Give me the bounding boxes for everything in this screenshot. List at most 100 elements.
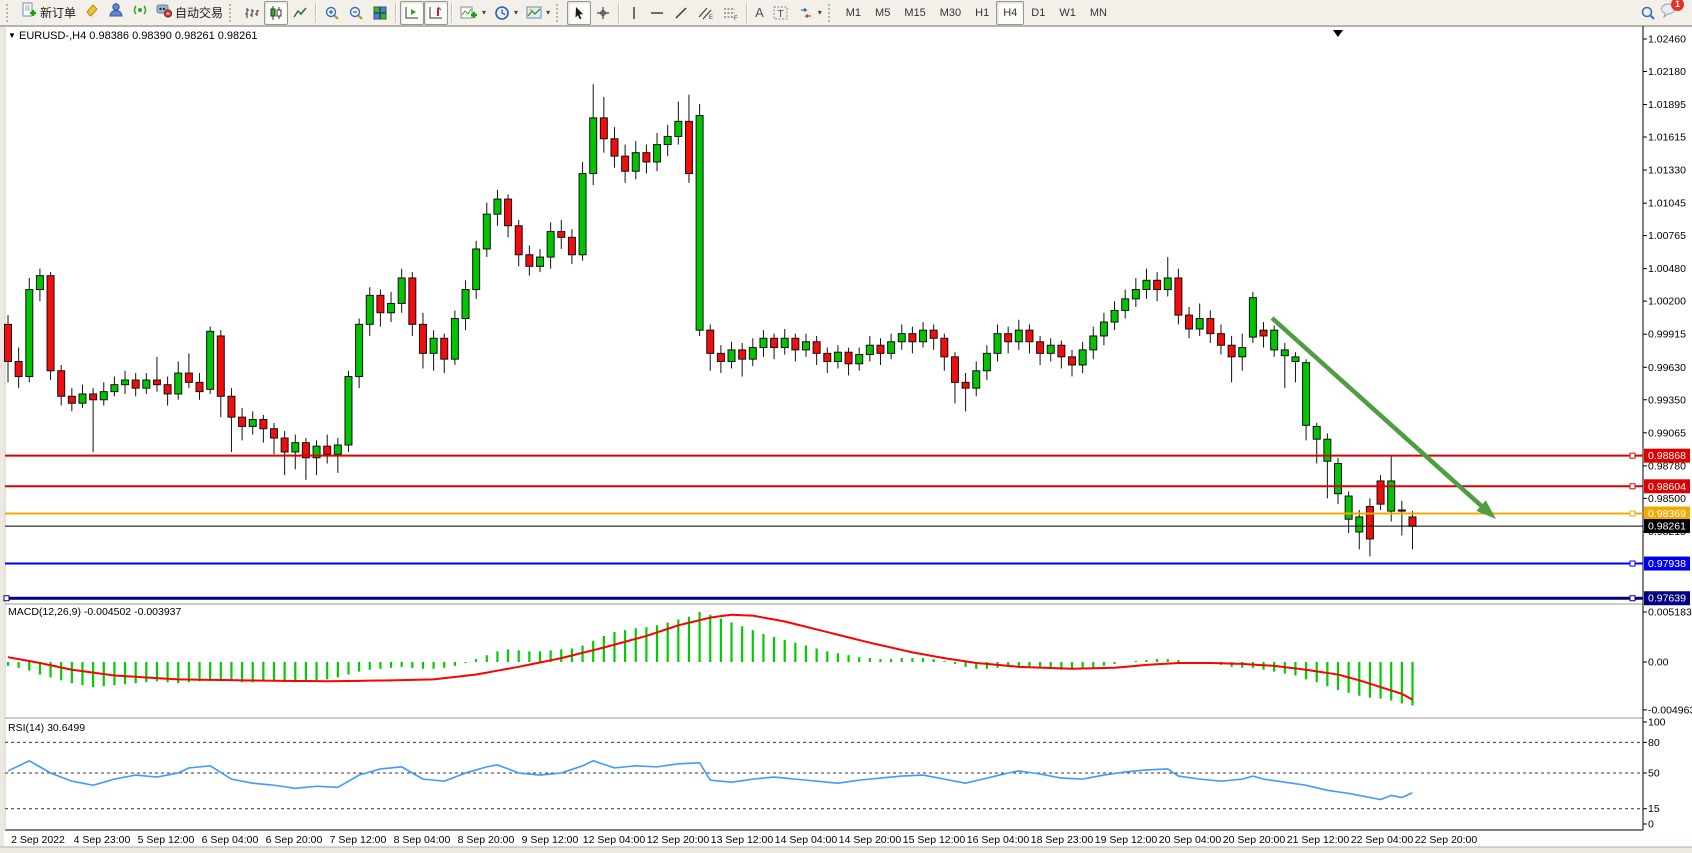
- svg-text:14 Sep 20:00: 14 Sep 20:00: [839, 834, 902, 846]
- timeframe-mn[interactable]: MN: [1089, 6, 1107, 19]
- svg-text:22 Sep 04:00: 22 Sep 04:00: [1351, 834, 1414, 846]
- toolbar-grip[interactable]: [6, 3, 13, 22]
- toolbar-separator: [618, 2, 621, 23]
- svg-text:0.00: 0.00: [1648, 657, 1669, 669]
- candlesticks[interactable]: [4, 84, 1417, 557]
- svg-text:12 Sep 20:00: 12 Sep 20:00: [647, 834, 710, 846]
- timeframe-m30[interactable]: M30: [939, 6, 962, 19]
- indicators-button[interactable]: ▾: [456, 1, 490, 25]
- main-toolbar: 新订单 自动交易 ▾ ▾ ▾: [0, 0, 1692, 26]
- zoom-group: [320, 1, 392, 25]
- price-badge: [1644, 506, 1690, 521]
- chart-symbol-period: EURUSD-,H4: [18, 30, 87, 42]
- line-chart-button[interactable]: [288, 1, 312, 25]
- svg-text:7 Sep 12:00: 7 Sep 12:00: [330, 834, 387, 846]
- svg-text:18 Sep 23:00: 18 Sep 23:00: [1031, 834, 1094, 846]
- templates-button[interactable]: ▾: [522, 1, 554, 25]
- svg-text:0.99350: 0.99350: [1648, 394, 1686, 406]
- svg-text:-0.004963: -0.004963: [1648, 704, 1692, 716]
- price-badge: [1644, 556, 1690, 571]
- timeframe-m1[interactable]: M1: [845, 6, 862, 19]
- rsi-axis: 100 80 50 15 0: [5, 717, 1666, 831]
- auto-scroll-button[interactable]: [400, 0, 425, 25]
- text-tool-button[interactable]: A: [751, 1, 768, 25]
- svg-text:0.005183: 0.005183: [1648, 606, 1692, 618]
- svg-text:19 Sep 12:00: 19 Sep 12:00: [1095, 834, 1158, 846]
- tile-windows-button[interactable]: [368, 1, 392, 25]
- svg-text:1.02460: 1.02460: [1648, 34, 1686, 46]
- signal-button[interactable]: [128, 1, 152, 25]
- toolbar-separator: [395, 2, 398, 23]
- svg-text:1.01330: 1.01330: [1648, 165, 1686, 177]
- new-order-button[interactable]: 新订单: [17, 1, 80, 25]
- new-order-icon: [21, 2, 37, 23]
- zoom-out-button[interactable]: [344, 1, 368, 25]
- svg-text:50: 50: [1648, 768, 1660, 780]
- vertical-line-tool-button[interactable]: [623, 1, 645, 25]
- price-axis[interactable]: 1.02460 1.02180 1.01895 1.01615 1.01330 1.010…: [1643, 34, 1686, 538]
- timeframe-h4[interactable]: H4: [996, 0, 1025, 25]
- svg-text:20 Sep 20:00: 20 Sep 20:00: [1223, 834, 1286, 846]
- chart-shift-button[interactable]: [424, 0, 449, 25]
- svg-text:15 Sep 12:00: 15 Sep 12:00: [903, 834, 966, 846]
- arrow-objects-button[interactable]: ▾: [794, 1, 826, 25]
- chart-collapse-icon[interactable]: ▼: [8, 31, 16, 40]
- chart-ohlc-values: 0.98386 0.98390 0.98261 0.98261: [89, 30, 258, 42]
- svg-text:5 Sep 12:00: 5 Sep 12:00: [138, 834, 195, 846]
- svg-text:0.99915: 0.99915: [1648, 329, 1686, 341]
- toolbar-separator: [315, 2, 318, 23]
- toolbar-grip[interactable]: [556, 3, 563, 22]
- trend-arrow[interactable]: [1270, 316, 1496, 519]
- svg-text:0.98868: 0.98868: [1648, 450, 1686, 462]
- svg-text:14 Sep 04:00: 14 Sep 04:00: [775, 834, 838, 846]
- timeframe-w1[interactable]: W1: [1059, 6, 1076, 19]
- timeframe-m15[interactable]: M15: [904, 6, 926, 19]
- cursor-tool-button[interactable]: [567, 0, 592, 25]
- svg-text:T: T: [777, 9, 783, 20]
- svg-text:0.99630: 0.99630: [1648, 362, 1686, 374]
- crayon-icon: [84, 2, 100, 23]
- profile-button[interactable]: [104, 1, 128, 25]
- periods-button[interactable]: ▾: [490, 1, 522, 25]
- text-label-tool-button[interactable]: T: [768, 1, 794, 25]
- chart-shift-marker[interactable]: [1333, 30, 1343, 37]
- svg-text:6 Sep 04:00: 6 Sep 04:00: [202, 834, 259, 846]
- svg-text:1.00200: 1.00200: [1648, 296, 1686, 308]
- svg-text:2 Sep 2022: 2 Sep 2022: [11, 834, 65, 846]
- new-order-label: 新订单: [40, 6, 77, 20]
- toolbar-grip[interactable]: [827, 3, 835, 22]
- search-button[interactable]: [1636, 1, 1660, 25]
- fibonacci-tool-button[interactable]: F: [718, 1, 743, 25]
- auto-trading-label: 自动交易: [175, 6, 224, 20]
- chart-type-group: [240, 0, 312, 25]
- time-axis[interactable]: 2 Sep 2022 4 Sep 23:00 5 Sep 12:00 6 Sep 04…: [11, 834, 1477, 846]
- timeframe-h1[interactable]: H1: [975, 6, 990, 19]
- auto-trading-icon: [156, 2, 173, 23]
- profile-icon: [108, 2, 124, 23]
- timeframe-group: M1 M5 M15 M30 H1 H4 D1 W1 MN: [839, 0, 1114, 25]
- svg-text:0.98780: 0.98780: [1648, 460, 1686, 472]
- chart-canvas[interactable]: 1.02460 1.02180 1.01895 1.01615 1.01330 1.010…: [0, 26, 1692, 853]
- timeframe-m5[interactable]: M5: [875, 6, 891, 19]
- timeframe-d1[interactable]: D1: [1031, 6, 1046, 19]
- svg-text:E: E: [709, 15, 713, 21]
- auto-trading-button[interactable]: 自动交易: [152, 1, 227, 25]
- horizontal-line-tool-button[interactable]: [645, 1, 669, 25]
- rsi-line: [7, 759, 1413, 801]
- dropdown-caret-icon: ▾: [817, 8, 822, 17]
- styles-button[interactable]: [80, 1, 104, 25]
- chat-button[interactable]: 1: [1660, 0, 1684, 23]
- zoom-in-button[interactable]: [320, 1, 344, 25]
- line-tools-group: E F: [623, 1, 743, 25]
- trade-group: 新订单 自动交易: [4, 1, 227, 25]
- channel-tool-button[interactable]: E: [693, 1, 718, 25]
- line-handle: [1629, 483, 1636, 490]
- candlestick-chart-button[interactable]: [264, 0, 289, 25]
- toolbar-grip[interactable]: [229, 3, 236, 22]
- bar-chart-button[interactable]: [240, 1, 264, 25]
- price-badge: [1644, 479, 1690, 494]
- svg-text:12 Sep 04:00: 12 Sep 04:00: [583, 834, 646, 846]
- trendline-tool-button[interactable]: [669, 1, 693, 25]
- crosshair-tool-button[interactable]: [591, 1, 615, 25]
